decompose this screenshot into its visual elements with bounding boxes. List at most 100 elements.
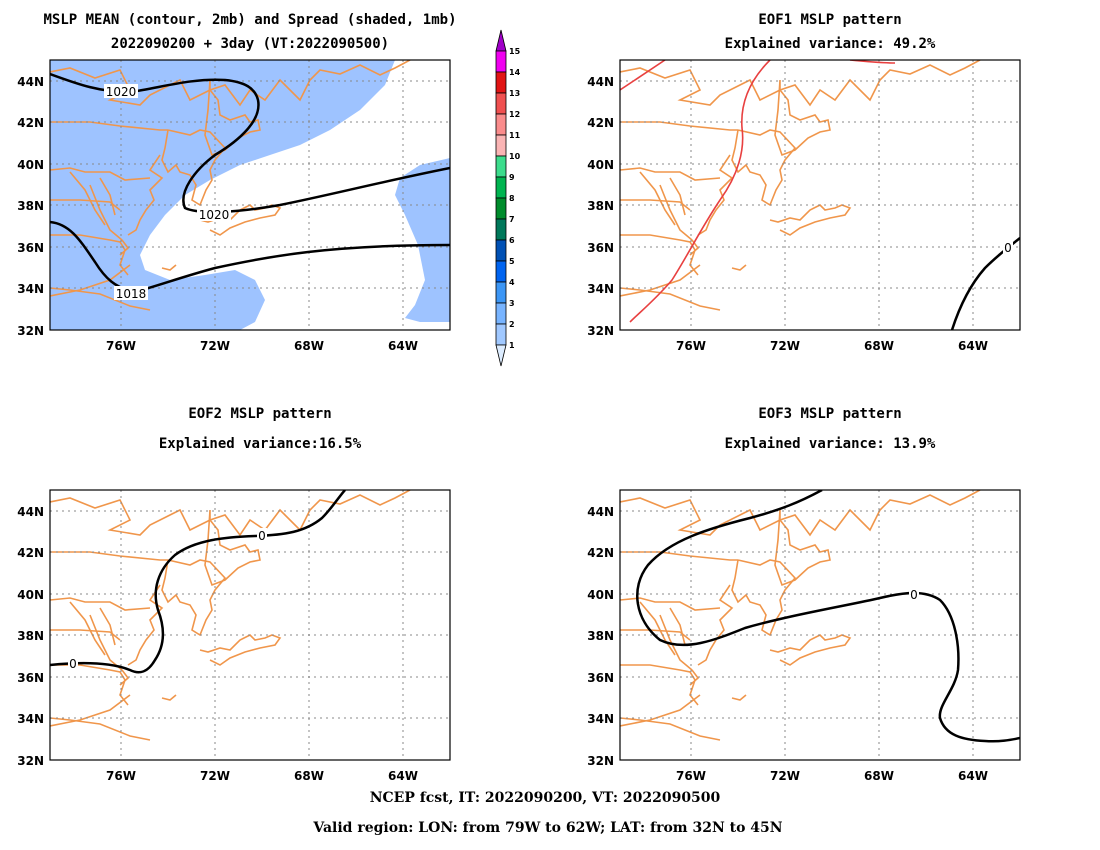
lat-tick-label: 36N	[587, 241, 614, 255]
colorbar-swatch	[495, 344, 507, 367]
lat-tick-label: 34N	[587, 282, 614, 296]
zero-contour	[636, 490, 1020, 743]
lon-tick-label: 72W	[770, 339, 800, 353]
panel-eof2: EOF2 MSLP pattern Explained variance:16.…	[17, 406, 451, 783]
lat-tick-label: 40N	[587, 158, 614, 172]
panel-subtitle: 2022090200 + 3day (VT:2022090500)	[111, 36, 389, 52]
lon-axis: 76W 72W 68W 64W	[106, 339, 418, 353]
lat-tick-label: 44N	[17, 75, 44, 89]
svg-text:0: 0	[1004, 241, 1012, 255]
lat-tick-label: 44N	[587, 505, 614, 519]
contour-label: 1020	[104, 84, 138, 99]
lat-tick-label: 34N	[17, 282, 44, 296]
map-frame	[49, 59, 451, 331]
contour-label: 0	[68, 656, 78, 671]
svg-text:0: 0	[910, 588, 918, 602]
panel-title: MSLP MEAN (contour, 2mb) and Spread (sha…	[43, 12, 456, 28]
colorbar-label: 10	[509, 152, 521, 161]
lat-tick-label: 34N	[587, 712, 614, 726]
colorbar-label: 3	[509, 299, 515, 308]
lat-axis: 44N 42N 40N 38N 36N 34N 32N	[17, 505, 44, 768]
lat-tick-label: 38N	[17, 629, 44, 643]
colorbar-swatch	[495, 92, 507, 115]
lat-tick-label: 42N	[587, 116, 614, 130]
colorbar-swatch	[495, 71, 507, 94]
colorbar: 15 14 13 12 11 10 9 8 7 6 5 4 3 2 1	[495, 29, 521, 367]
map-frame	[619, 489, 1021, 761]
lat-axis: 44N 42N 40N 38N 36N 34N 32N	[587, 75, 614, 338]
lon-tick-label: 76W	[676, 339, 706, 353]
lat-axis: 44N 42N 40N 38N 36N 34N 32N	[17, 75, 44, 338]
lon-tick-label: 76W	[106, 339, 136, 353]
lat-tick-label: 36N	[17, 241, 44, 255]
colorbar-label: 12	[509, 110, 520, 119]
panel-title: EOF3 MSLP pattern	[758, 406, 901, 422]
lat-tick-label: 40N	[17, 588, 44, 602]
colorbar-swatch	[495, 113, 507, 136]
footer-valid-region: Valid region: LON: from 79W to 62W; LAT:…	[312, 820, 782, 836]
colorbar-label: 6	[509, 236, 515, 245]
colorbar-swatch	[495, 197, 507, 220]
colorbar-swatch	[495, 134, 507, 157]
colorbar-swatch	[495, 302, 507, 325]
colorbar-swatch	[495, 50, 507, 73]
panel-title: EOF2 MSLP pattern	[188, 406, 331, 422]
colorbar-swatch	[495, 323, 507, 346]
lat-tick-label: 38N	[587, 629, 614, 643]
lat-tick-label: 38N	[587, 199, 614, 213]
colorbar-label: 11	[509, 131, 521, 140]
colorbar-label: 8	[509, 194, 515, 203]
svg-text:0: 0	[258, 529, 266, 543]
colorbar-label: 1	[509, 341, 515, 350]
lon-axis: 76W 72W 68W 64W	[676, 769, 988, 783]
map-frame	[49, 489, 451, 761]
contour-label: 0	[257, 528, 267, 543]
lon-tick-label: 72W	[770, 769, 800, 783]
lat-tick-label: 32N	[17, 754, 44, 768]
colorbar-label: 5	[509, 257, 515, 266]
contour-label: 0	[909, 587, 919, 602]
colorbar-label: 15	[509, 47, 521, 56]
lat-tick-label: 42N	[17, 116, 44, 130]
zero-contour	[50, 490, 346, 674]
colorbar-label: 14	[509, 68, 521, 77]
panel-subtitle: Explained variance:16.5%	[159, 436, 362, 452]
svg-text:1020: 1020	[106, 85, 137, 99]
lat-tick-label: 34N	[17, 712, 44, 726]
colorbar-swatch	[495, 239, 507, 262]
colorbar-swatch	[495, 29, 507, 52]
lat-tick-label: 44N	[17, 505, 44, 519]
map-frame	[619, 59, 1021, 331]
colorbar-swatch	[495, 260, 507, 283]
panel-title: EOF1 MSLP pattern	[758, 12, 901, 28]
lat-tick-label: 32N	[587, 754, 614, 768]
lon-tick-label: 64W	[958, 769, 988, 783]
lon-tick-label: 68W	[864, 339, 894, 353]
lat-tick-label: 42N	[587, 546, 614, 560]
colorbar-label: 13	[509, 89, 520, 98]
svg-text:0: 0	[69, 657, 77, 671]
lat-tick-label: 42N	[17, 546, 44, 560]
panel-subtitle: Explained variance: 49.2%	[725, 36, 936, 52]
colorbar-swatch	[495, 218, 507, 241]
panel-eof1: EOF1 MSLP pattern Explained variance: 49…	[587, 12, 1021, 353]
lon-tick-label: 76W	[106, 769, 136, 783]
contour-label: 1020	[197, 207, 231, 222]
colorbar-label: 4	[509, 278, 515, 287]
lat-tick-label: 32N	[587, 324, 614, 338]
contour-label: 0	[1003, 240, 1013, 255]
lat-tick-label: 36N	[17, 671, 44, 685]
gridlines	[50, 490, 450, 760]
lon-tick-label: 64W	[388, 769, 418, 783]
svg-text:1020: 1020	[199, 208, 230, 222]
colorbar-swatch	[495, 281, 507, 304]
lon-tick-label: 72W	[200, 769, 230, 783]
colorbar-label: 7	[509, 215, 515, 224]
colorbar-swatch	[495, 155, 507, 178]
lat-tick-label: 38N	[17, 199, 44, 213]
lon-tick-label: 68W	[864, 769, 894, 783]
gridlines	[620, 490, 1020, 760]
panel-subtitle: Explained variance: 13.9%	[725, 436, 936, 452]
lat-tick-label: 40N	[587, 588, 614, 602]
